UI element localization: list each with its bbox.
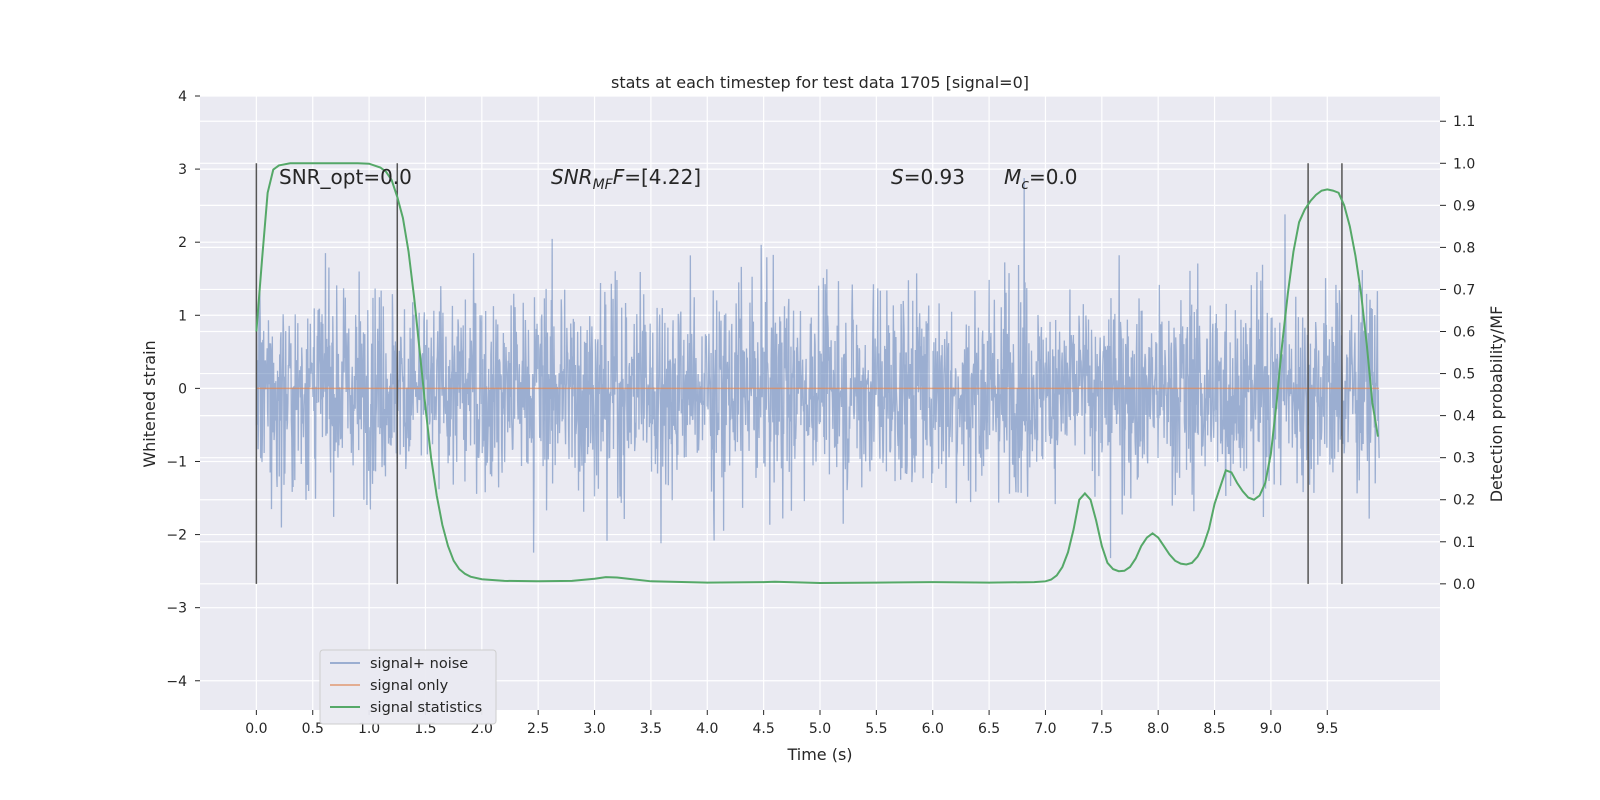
statistics-line [255, 162, 1379, 584]
y-right-tick-label: 0.1 [1453, 535, 1475, 551]
y-right-tick-label: 0.3 [1453, 451, 1475, 467]
y-right-tick-label: 0.6 [1453, 325, 1475, 341]
s-value: =0.93 [904, 165, 965, 189]
x-tick-label: 3.5 [640, 721, 662, 737]
y-right-tick-label: 0.7 [1453, 282, 1475, 298]
y-right-tick-label: 0.0 [1453, 577, 1475, 593]
x-tick-label: 4.0 [696, 721, 718, 737]
x-tick-label: 9.0 [1260, 721, 1282, 737]
y-tick-label: 0 [178, 381, 187, 397]
y-tick-label: −4 [166, 674, 187, 690]
x-tick-label: 8.0 [1147, 721, 1169, 737]
snr-mf-sub: MF [593, 177, 614, 193]
legend-label-signal-only: signal only [370, 678, 449, 694]
y-right-tick-label: 1.1 [1453, 114, 1475, 130]
y-right-tick-label: 0.2 [1453, 493, 1475, 509]
y-right-axis-label: Detection probability/MF [1487, 306, 1506, 503]
x-tick-label: 7.5 [1091, 721, 1113, 737]
snr-mf-value: =[4.22] [624, 165, 701, 189]
x-tick-label: 9.5 [1316, 721, 1338, 737]
y-tick-label: 3 [178, 162, 187, 178]
y-tick-label: −1 [166, 454, 187, 470]
y-right-tick-label: 0.5 [1453, 367, 1475, 383]
y-right-tick-label: 0.4 [1453, 409, 1475, 425]
legend-box [319, 649, 497, 725]
y-axis-label: Whitened strain [140, 340, 159, 467]
y-right-tick-label: 0.8 [1453, 240, 1475, 256]
x-tick-label: 5.5 [865, 721, 887, 737]
noise-line [255, 178, 1380, 559]
noise-series [255, 178, 1380, 559]
x-tick-label: 7.0 [1034, 721, 1056, 737]
x-axis-label: Time (s) [786, 745, 852, 764]
x-tick-label: 8.5 [1203, 721, 1225, 737]
y-tick-label: 1 [178, 308, 187, 324]
annotation-snr-mf: SNRMFF=[4.22] [551, 165, 701, 193]
s-label: S [891, 165, 904, 189]
y-right-tick-label: 0.9 [1453, 198, 1475, 214]
legend-label-noise: signal+ noise [370, 656, 468, 672]
legend-label-statistics: signal statistics [370, 700, 482, 716]
x-tick-label: 0.0 [245, 721, 267, 737]
x-tick-label: 1.0 [358, 721, 380, 737]
x-tick-label: 0.5 [302, 721, 324, 737]
x-tick-label: 2.5 [527, 721, 549, 737]
mc-value: =0.0 [1029, 165, 1078, 189]
annotation-snr-opt: SNR_opt=0.0 [279, 165, 412, 189]
y-right-axis-ticks: 1.1 1.0 0.9 0.8 0.7 0.6 0.5 0.4 0.3 0.2 0.1 0.0 [1440, 114, 1475, 593]
y-tick-label: 2 [178, 235, 187, 251]
x-tick-label: 4.5 [753, 721, 775, 737]
y-tick-label: 4 [178, 89, 187, 105]
x-axis-ticks: 0.0 0.5 1.0 1.5 2.0 2.5 3.0 3.5 4.0 4.5 5.0 5.5 6.0 6… [245, 710, 1338, 737]
statistics-series [255, 162, 1379, 584]
mc-sub: c [1021, 177, 1029, 193]
snr-mf-label: SNR [551, 165, 593, 189]
x-tick-label: 6.0 [922, 721, 944, 737]
x-tick-label: 2.0 [471, 721, 493, 737]
annotation-mc: Mc=0.0 [1004, 165, 1078, 193]
x-tick-label: 6.5 [978, 721, 1000, 737]
x-tick-label: 3.0 [583, 721, 605, 737]
snr-mf-f: F [613, 165, 625, 189]
y-axis-ticks: 4 3 2 1 0 −1 −2 −3 −4 [166, 89, 200, 690]
annotation-s: S=0.93 [891, 165, 965, 189]
x-tick-label: 5.0 [809, 721, 831, 737]
chart-title: stats at each timestep for test data 170… [611, 73, 1029, 92]
y-right-tick-label: 1.0 [1453, 156, 1475, 172]
legend: signal+ noise signal only signal statist… [319, 649, 497, 725]
mc-label: M [1004, 165, 1021, 189]
x-tick-label: 1.5 [414, 721, 436, 737]
y-tick-label: −3 [166, 601, 187, 617]
y-tick-label: −2 [166, 528, 187, 544]
vertical-markers [255, 163, 1343, 584]
